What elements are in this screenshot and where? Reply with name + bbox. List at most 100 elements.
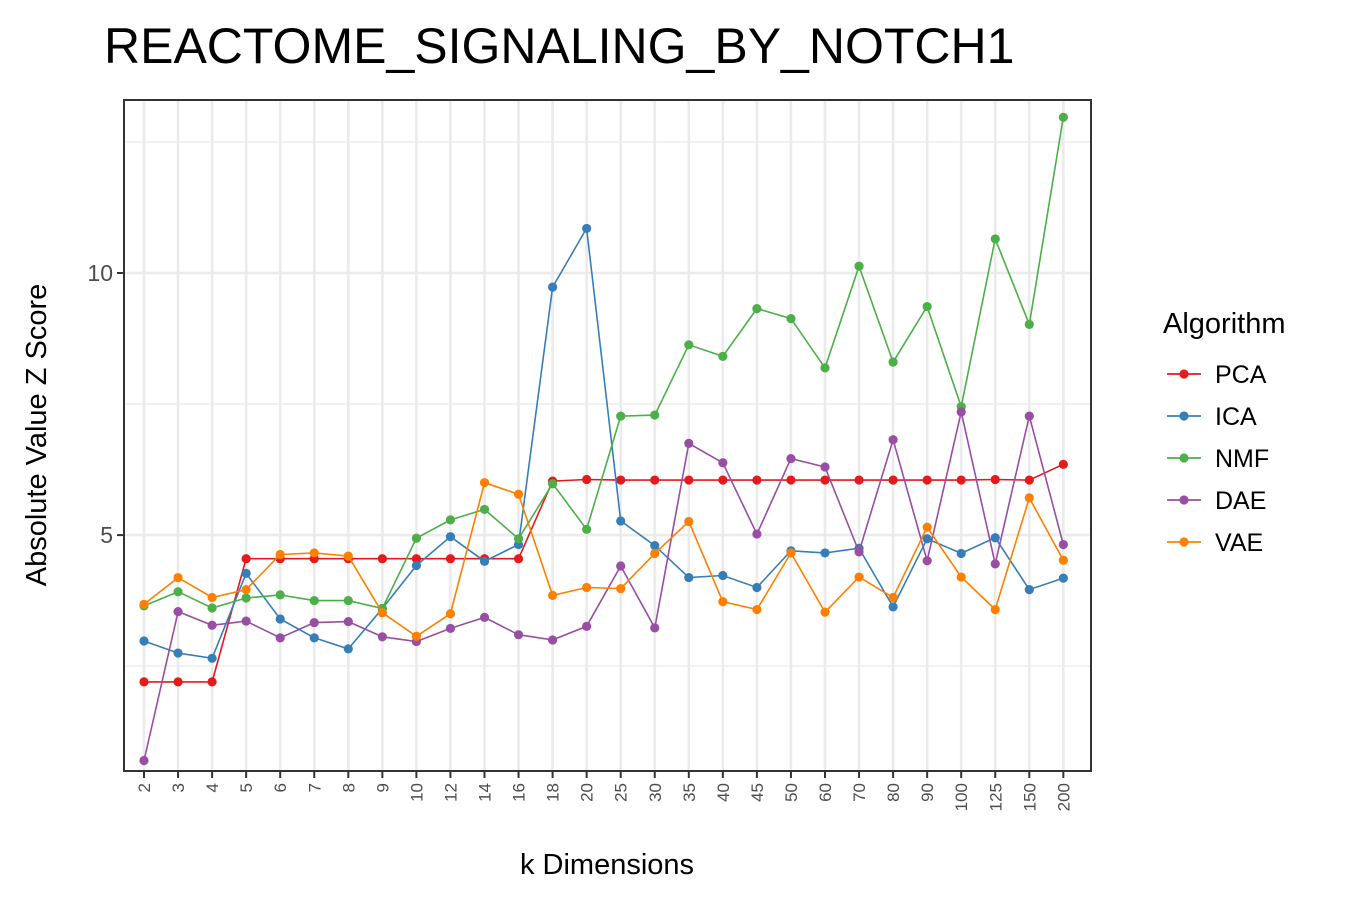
- data-point-pca: [173, 677, 183, 687]
- data-point-nmf: [309, 596, 319, 606]
- data-point-ica: [1058, 573, 1068, 583]
- data-point-pca: [445, 554, 456, 564]
- data-point-pca: [990, 474, 1000, 485]
- data-point-ica: [956, 548, 966, 559]
- x-tick-label: 125: [986, 783, 1005, 811]
- data-point-vae: [854, 572, 864, 582]
- data-point-dae: [139, 755, 149, 766]
- data-point-ica: [241, 568, 251, 578]
- data-point-dae: [343, 616, 353, 627]
- data-point-vae: [479, 478, 490, 488]
- legend-item-dae: DAE: [1167, 487, 1266, 515]
- series-line-vae: [143, 481, 1065, 638]
- data-point-nmf: [411, 533, 421, 543]
- data-point-vae: [1024, 493, 1034, 503]
- data-point-vae: [207, 592, 217, 603]
- data-point-nmf: [207, 603, 217, 613]
- data-point-vae: [616, 583, 626, 594]
- data-point-dae: [309, 618, 319, 628]
- data-point-pca: [888, 475, 898, 485]
- data-point-nmf: [752, 304, 762, 314]
- data-point-vae: [445, 609, 456, 619]
- data-point-dae: [513, 630, 524, 640]
- data-point-ica: [207, 653, 217, 663]
- data-point-pca: [854, 475, 864, 485]
- data-point-vae: [548, 590, 558, 600]
- y-axis: 5 10: [87, 260, 124, 548]
- data-point-dae: [718, 458, 728, 468]
- legend-label-pca: PCA: [1215, 361, 1267, 389]
- legend-key-point-vae: [1179, 537, 1189, 547]
- data-point-dae: [990, 559, 1000, 569]
- data-point-vae: [786, 548, 796, 558]
- data-point-ica: [139, 636, 149, 646]
- data-point-pca: [139, 677, 149, 687]
- data-point-nmf: [854, 261, 864, 271]
- x-tick-label: 50: [782, 783, 801, 802]
- data-point-vae: [513, 489, 524, 499]
- legend: Algorithm PCA ICA NMF DAE VAE: [1163, 308, 1286, 557]
- data-point-dae: [650, 623, 660, 633]
- data-point-nmf: [445, 515, 456, 525]
- legend-item-nmf: NMF: [1167, 445, 1269, 473]
- x-axis: 2 3 4 5 6 7 8 9 10 12 14 16 18 20 25 30 35 40 45 50 60 70 80 90…: [135, 771, 1073, 811]
- data-point-ica: [343, 644, 353, 654]
- x-tick-label: 12: [441, 783, 460, 802]
- data-point-nmf: [548, 479, 558, 489]
- data-point-ica: [684, 572, 694, 583]
- x-tick-label: 5: [237, 783, 256, 792]
- data-point-nmf: [990, 234, 1000, 244]
- data-point-vae: [718, 597, 728, 607]
- x-tick-label: 14: [476, 783, 495, 802]
- data-point-dae: [207, 620, 217, 630]
- legend-label-ica: ICA: [1215, 403, 1257, 431]
- data-point-vae: [173, 572, 183, 583]
- data-point-pca: [582, 474, 592, 485]
- data-point-ica: [411, 560, 421, 571]
- data-point-ica: [1024, 585, 1034, 595]
- data-point-nmf: [786, 313, 796, 324]
- legend-item-vae: VAE: [1167, 529, 1263, 557]
- data-point-ica: [548, 282, 558, 292]
- legend-item-pca: PCA: [1167, 361, 1267, 389]
- data-point-ica: [888, 602, 898, 612]
- x-tick-label: 150: [1020, 783, 1039, 811]
- data-point-nmf: [684, 340, 694, 350]
- data-point-pca: [786, 475, 796, 485]
- data-point-vae: [650, 548, 660, 559]
- series-vae: [139, 478, 1068, 641]
- grid: [124, 100, 1091, 771]
- data-point-ica: [275, 614, 285, 624]
- data-point-ica: [820, 548, 830, 558]
- data-point-dae: [616, 561, 626, 571]
- data-point-vae: [820, 607, 830, 617]
- data-point-pca: [241, 554, 251, 564]
- data-point-vae: [752, 604, 762, 615]
- data-point-dae: [241, 616, 251, 626]
- data-point-nmf: [241, 593, 251, 603]
- data-point-nmf: [820, 363, 830, 373]
- data-point-vae: [309, 548, 319, 558]
- data-point-ica: [990, 533, 1000, 543]
- data-point-dae: [888, 435, 898, 445]
- x-tick-label: 10: [407, 783, 426, 802]
- data-point-vae: [411, 631, 421, 641]
- data-point-nmf: [343, 596, 353, 606]
- data-point-nmf: [173, 587, 183, 597]
- data-point-pca: [956, 475, 966, 485]
- x-tick-label: 90: [918, 783, 937, 802]
- x-tick-label: 25: [612, 783, 631, 802]
- legend-label-nmf: NMF: [1215, 445, 1269, 473]
- data-point-pca: [752, 475, 762, 485]
- x-tick-label: 18: [544, 783, 563, 802]
- y-axis-title: Absolute Value Z Score: [21, 284, 53, 587]
- data-point-ica: [650, 540, 660, 551]
- series-pca: [139, 459, 1068, 687]
- data-point-ica: [752, 582, 762, 593]
- x-tick-label: 100: [952, 783, 971, 811]
- data-point-vae: [275, 549, 285, 560]
- legend-title: Algorithm: [1163, 308, 1286, 340]
- data-point-dae: [922, 556, 932, 566]
- data-point-pca: [922, 475, 932, 485]
- data-point-dae: [854, 547, 864, 557]
